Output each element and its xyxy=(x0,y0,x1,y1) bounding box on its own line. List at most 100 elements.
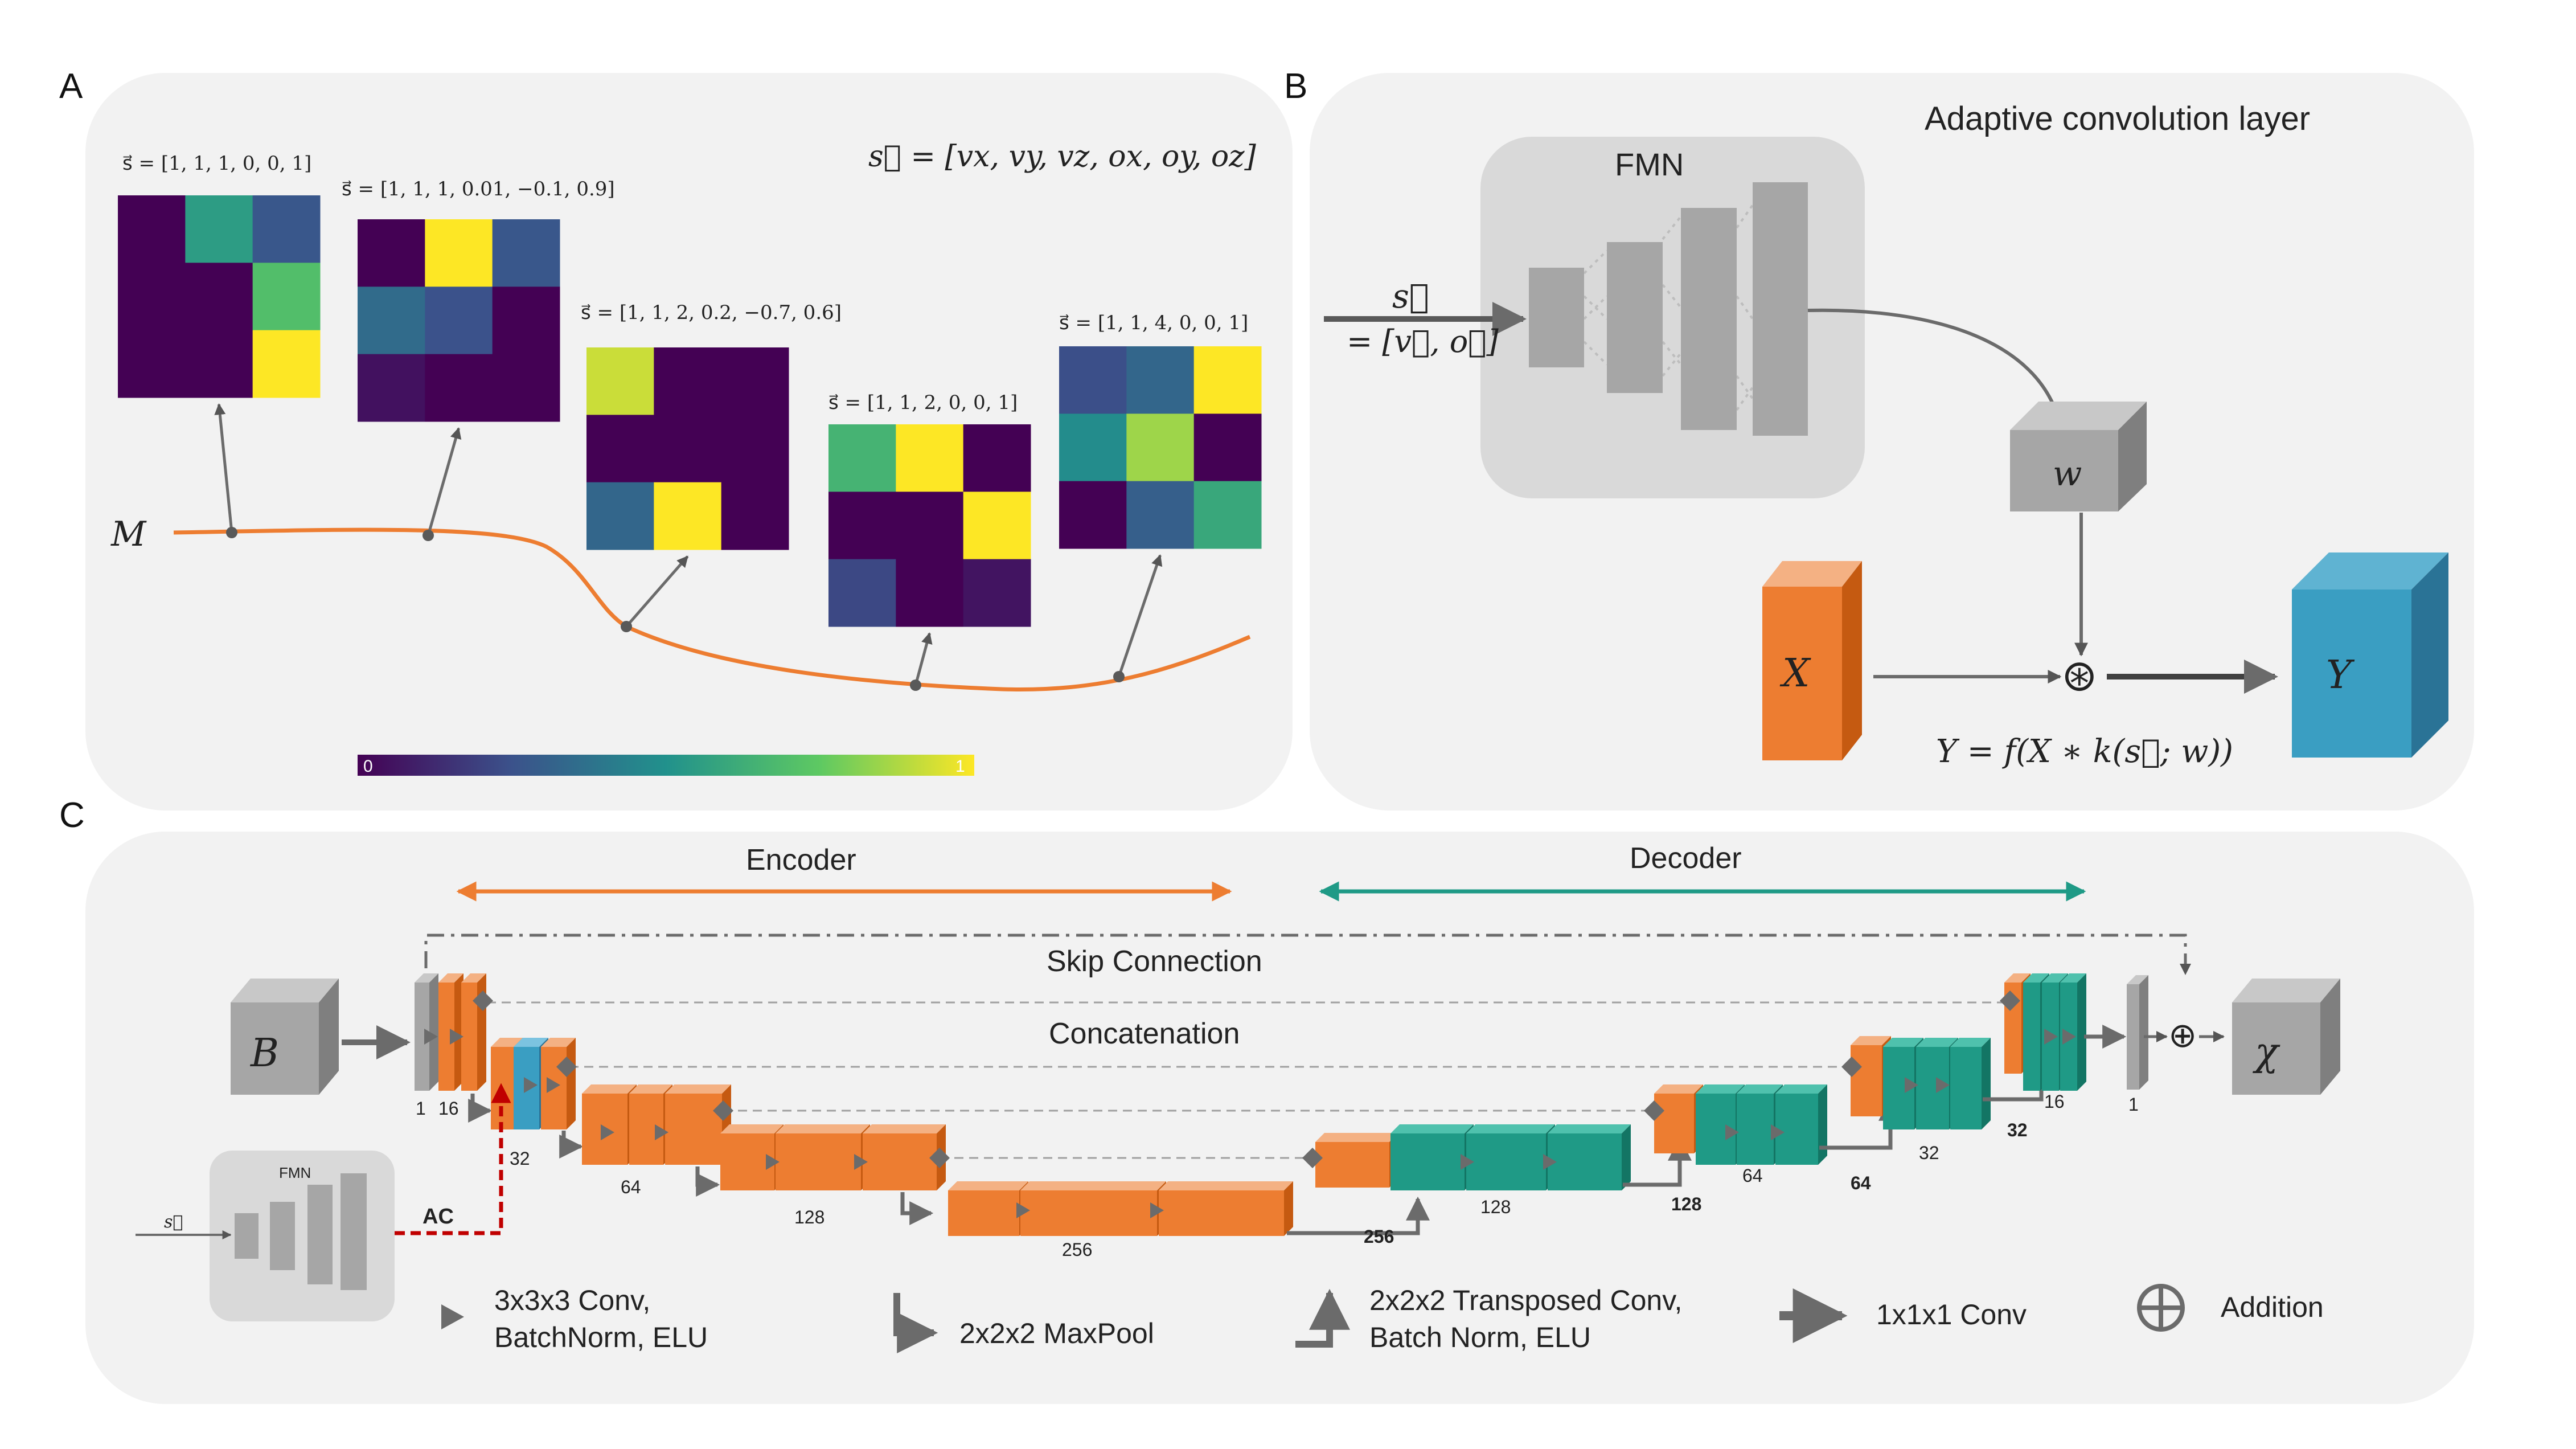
kernel-cell xyxy=(896,492,964,560)
concat-node xyxy=(2000,990,2020,1011)
kernel-cell xyxy=(586,482,654,550)
small-fmn-layer-3 xyxy=(307,1185,333,1284)
kernel-pointer-arrow xyxy=(426,427,462,536)
encoder-label: Encoder xyxy=(746,844,856,877)
kernel-label: s⃗ = [1, 1, 2, 0.2, −0.7, 0.6] xyxy=(581,301,842,324)
concat-node xyxy=(713,1100,733,1121)
kernel-1: s⃗ = [1, 1, 1, 0, 0, 1] xyxy=(118,152,321,538)
fmn-layer-4 xyxy=(1753,182,1808,436)
kernel-cell xyxy=(118,330,186,398)
panel-b-letter: B xyxy=(1284,67,1307,106)
concat-node xyxy=(1302,1148,1323,1168)
legend-conv-line2: BatchNorm, ELU xyxy=(494,1321,708,1353)
conv-arrow-icon xyxy=(655,1124,668,1140)
decoder-label: Decoder xyxy=(1630,842,1742,875)
colorbar xyxy=(358,755,974,776)
channel-label: 64 xyxy=(621,1177,641,1197)
kernel-cell xyxy=(586,347,654,415)
channel-label: 128 xyxy=(794,1207,825,1227)
concat-node xyxy=(473,990,493,1011)
panel-c-letter: C xyxy=(59,796,85,835)
kernel-cell xyxy=(185,195,253,263)
conv-arrow-icon xyxy=(450,1029,463,1045)
kernel-cell xyxy=(1126,414,1195,482)
conv-arrow-icon xyxy=(1771,1124,1785,1140)
legend-conv-icon xyxy=(441,1304,464,1329)
dec-block-256 xyxy=(1315,1133,1398,1188)
fmn-label: FMN xyxy=(1615,146,1684,182)
manifold-curve xyxy=(173,527,1251,691)
kernel-cell xyxy=(654,482,722,550)
maxpool-arrow-2 xyxy=(559,1131,584,1159)
kernel-cell xyxy=(358,219,425,287)
kernel-cell xyxy=(252,263,321,331)
conv-arrow-icon xyxy=(1543,1154,1557,1170)
manifold-point xyxy=(621,621,632,632)
y-cube xyxy=(2292,552,2448,758)
panel-c: C Encoder Decoder Skip Connection Concat… xyxy=(59,796,2474,1404)
legend-maxpool-label: 2x2x2 MaxPool xyxy=(959,1317,1154,1349)
manifold-label: M xyxy=(110,514,147,554)
kernel-cell xyxy=(721,347,789,415)
conv-arrow-icon xyxy=(1461,1154,1474,1170)
small-fmn-layer-4 xyxy=(341,1173,367,1290)
enc-block-256a xyxy=(948,1181,1028,1236)
legend-tconv-line1: 2x2x2 Transposed Conv, xyxy=(1369,1284,1682,1316)
kernel-4: s⃗ = [1, 1, 2, 0, 0, 1] xyxy=(828,391,1031,691)
panel-a-letter: A xyxy=(59,67,83,106)
channel-label: 16 xyxy=(438,1098,459,1119)
ac-label: AC xyxy=(423,1205,454,1229)
manifold-point xyxy=(423,530,434,541)
kernel-cell xyxy=(828,492,896,560)
channel-label: 128 xyxy=(1480,1197,1511,1217)
x-cube xyxy=(1762,561,1862,760)
concat-node xyxy=(556,1057,577,1077)
skip-connection-label: Skip Connection xyxy=(1047,945,1262,978)
conv-arrow-icon xyxy=(854,1154,868,1170)
input-s-label: s⃗ xyxy=(1392,277,1429,316)
legend: 3x3x3 Conv, BatchNorm, ELU 2x2x2 MaxPool… xyxy=(441,1284,2324,1353)
panel-a: A s⃗ = [vx, vy, vz, ox, oy, oz] M s⃗ = [… xyxy=(59,67,1293,811)
ac-path xyxy=(395,1083,511,1235)
conv-equation: Y = f(X ∗ k(s⃗; w)) xyxy=(1936,733,2233,770)
channel-label: 32 xyxy=(1919,1143,1939,1163)
kernel-cell xyxy=(721,482,789,550)
maxpool-arrow-4 xyxy=(900,1192,934,1225)
kernel-cell xyxy=(425,219,493,287)
kernel-cell xyxy=(586,415,654,483)
small-fmn-layer-2 xyxy=(270,1202,295,1270)
legend-tconv-icon xyxy=(1295,1288,1350,1348)
panel-c-background xyxy=(85,832,2474,1404)
kernel-cell xyxy=(1126,481,1195,549)
output-chi-cube xyxy=(2232,979,2340,1095)
dec-block-64c xyxy=(1775,1084,1827,1165)
kernel-cell xyxy=(721,415,789,483)
conv-arrow-icon xyxy=(1725,1124,1739,1140)
kernel-label: s⃗ = [1, 1, 4, 0, 0, 1] xyxy=(1059,312,1248,334)
legend-tconv-line2: Batch Norm, ELU xyxy=(1369,1321,1591,1353)
kernel-cell xyxy=(185,263,253,331)
conv-arrow-icon xyxy=(424,1029,438,1045)
dec-block-128c xyxy=(1548,1124,1631,1190)
kernel-cell xyxy=(1059,414,1127,482)
channel-label: 32 xyxy=(510,1148,530,1169)
unet-blocks: 1 16 32 64 128 256 256 128 128 64 64 32 32 16 1 xyxy=(415,973,2225,1260)
kernel-pointer-arrow xyxy=(625,555,689,628)
kernel-cell xyxy=(492,219,560,287)
y-label: Y xyxy=(2326,653,2355,698)
colorbar-max-label: 1 xyxy=(955,757,965,776)
channel-label: 64 xyxy=(1742,1165,1763,1186)
kernel-pointer-arrow xyxy=(214,403,233,533)
enc-block-256c xyxy=(1159,1181,1293,1236)
kernel-cell xyxy=(828,559,896,627)
concatenation-label: Concatenation xyxy=(1049,1017,1240,1050)
kernel-cell xyxy=(1126,346,1195,414)
channel-label: 32 xyxy=(2007,1120,2028,1140)
concat-node xyxy=(1841,1057,1862,1077)
tconv-arrow-1 xyxy=(1287,1196,1430,1235)
kernel-pointer-arrow xyxy=(914,632,933,686)
dec-block-128b xyxy=(1466,1124,1555,1190)
manifold-point xyxy=(226,527,237,538)
legend-addition-label: Addition xyxy=(2221,1291,2324,1323)
